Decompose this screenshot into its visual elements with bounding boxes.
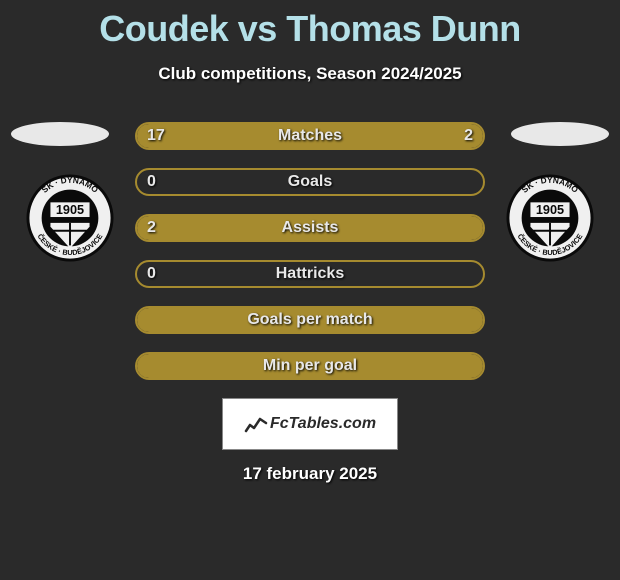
player-photo-placeholder-left — [11, 122, 109, 146]
stat-value-right: 2 — [464, 124, 473, 148]
club-badge-left: 1905 SK · DYNAMO ČESKÉ · BUDĚJOVICE — [21, 174, 119, 262]
club-badge-right: 1905 SK · DYNAMO ČESKÉ · BUDĚJOVICE — [501, 174, 599, 262]
attribution-label: FcTables.com — [270, 415, 376, 433]
stat-bar-row: Matches17 2 — [135, 122, 485, 150]
stat-value-left: 17 — [147, 124, 165, 148]
comparison-date: 17 february 2025 — [0, 464, 620, 484]
stat-value-left: 0 — [147, 262, 156, 286]
stat-bar-row: Goals per match — [135, 306, 485, 334]
attribution-box: FcTables.com — [222, 398, 398, 450]
stat-bar-row: Hattricks0 — [135, 260, 485, 288]
attribution-text: FcTables.com — [244, 415, 376, 433]
comparison-title: Coudek vs Thomas Dunn — [0, 0, 620, 50]
stat-value-left: 0 — [147, 170, 156, 194]
comparison-subtitle: Club competitions, Season 2024/2025 — [0, 64, 620, 84]
svg-text:1905: 1905 — [56, 202, 84, 217]
fctables-icon — [244, 415, 268, 433]
stat-bar-row: Min per goal — [135, 352, 485, 380]
stat-bars: Matches172Goals0Assists2Hattricks0Goals … — [135, 122, 485, 380]
stat-label: Min per goal — [137, 354, 483, 378]
stat-label: Goals per match — [137, 308, 483, 332]
stat-label: Goals — [137, 170, 483, 194]
stat-value-left: 2 — [147, 216, 156, 240]
stat-label: Hattricks — [137, 262, 483, 286]
stat-bar-row: Goals0 — [135, 168, 485, 196]
svg-text:1905: 1905 — [536, 202, 564, 217]
comparison-main: 1905 SK · DYNAMO ČESKÉ · BUDĚJOVICE 1905… — [0, 122, 620, 484]
player-photo-placeholder-right — [511, 122, 609, 146]
stat-label: Matches — [137, 124, 483, 148]
stat-bar-row: Assists2 — [135, 214, 485, 242]
stat-label: Assists — [137, 216, 483, 240]
